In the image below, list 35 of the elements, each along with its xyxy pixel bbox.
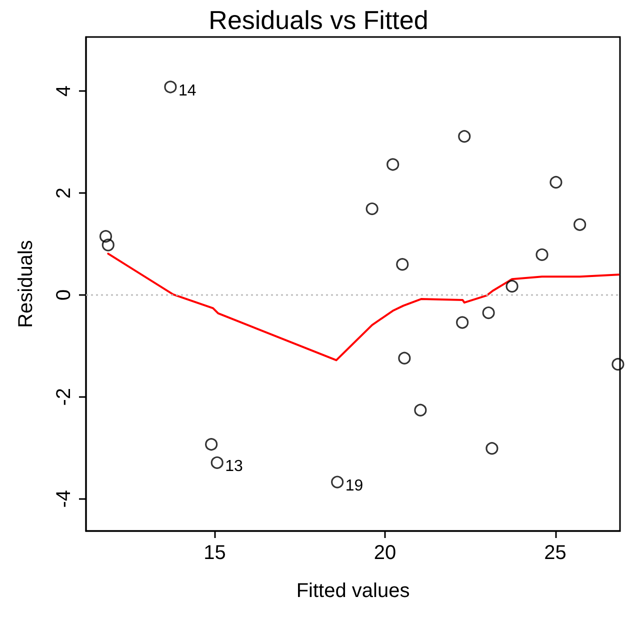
x-tick-label: 25 xyxy=(544,542,566,564)
point xyxy=(414,404,427,416)
point xyxy=(612,358,624,371)
y-tick-label: 4 xyxy=(53,85,75,97)
y-axis-title: Residuals xyxy=(15,240,37,328)
y-tick-label: -4 xyxy=(53,490,75,508)
point xyxy=(458,130,471,143)
annotation: 19 xyxy=(345,478,364,495)
point xyxy=(396,258,409,271)
point xyxy=(99,230,112,243)
point xyxy=(210,456,224,469)
y-tick-label: 2 xyxy=(53,187,75,199)
point xyxy=(482,306,495,320)
point xyxy=(550,176,562,189)
annotation: 14 xyxy=(178,82,196,100)
point xyxy=(366,202,378,216)
point xyxy=(205,438,218,451)
y-tick-label: -2 xyxy=(53,388,75,406)
line-series xyxy=(107,252,620,362)
chart-title: Residuals vs Fitted xyxy=(208,5,428,35)
y-tick-label: 0 xyxy=(53,289,75,301)
point xyxy=(456,316,469,329)
x-axis-title: Fitted values xyxy=(296,580,410,602)
point xyxy=(506,280,518,293)
point xyxy=(331,476,344,488)
point xyxy=(574,218,586,231)
point xyxy=(386,158,400,171)
x-tick-label: 15 xyxy=(204,542,226,564)
point xyxy=(536,248,548,261)
point xyxy=(102,238,114,252)
x-tick-label: 20 xyxy=(374,542,396,564)
annotation: 13 xyxy=(225,458,244,476)
point xyxy=(486,442,498,455)
point xyxy=(164,80,177,94)
point xyxy=(398,352,411,364)
